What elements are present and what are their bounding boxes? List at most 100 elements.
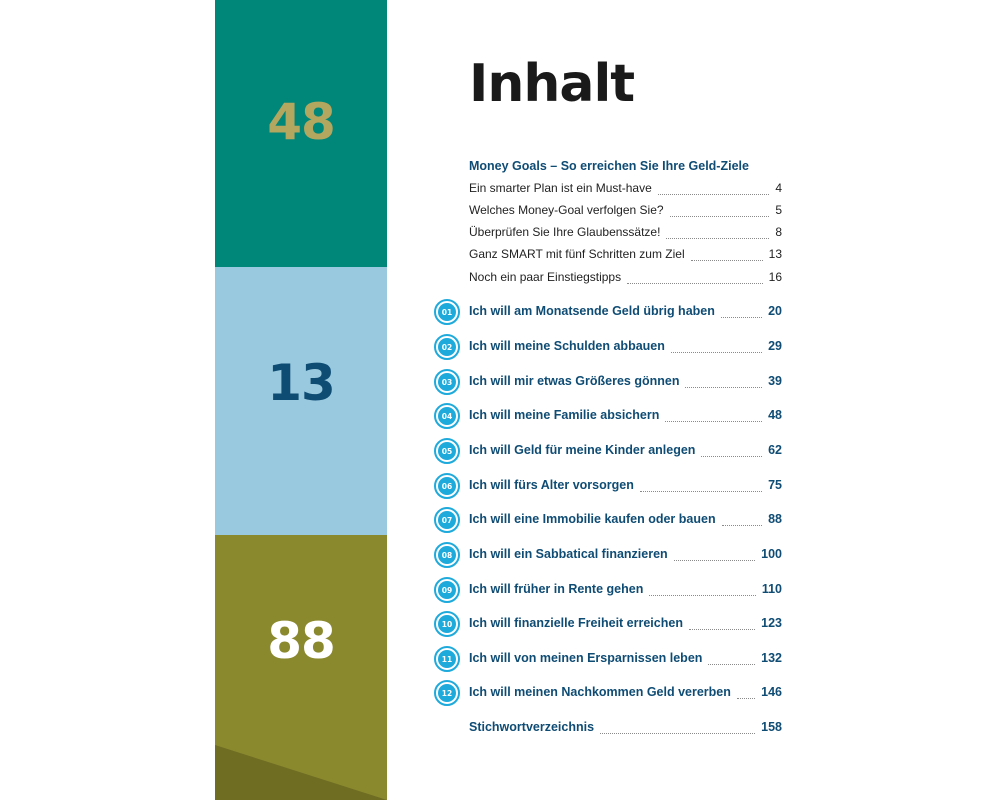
chapter-number-badge: 05 <box>434 438 460 464</box>
chapter-page: 20 <box>768 304 782 318</box>
toc-entry-label: Welches Money-Goal verfolgen Sie? <box>469 203 664 217</box>
sidebar-number-3: 88 <box>267 611 336 670</box>
chapter-page: 75 <box>768 478 782 492</box>
chapter-number: 02 <box>438 338 456 356</box>
chapter-row[interactable]: Ich will früher in Rente gehen 110 <box>469 582 782 600</box>
chapter-row[interactable]: Ich will eine Immobilie kaufen oder baue… <box>469 512 782 530</box>
leader-dots <box>685 387 763 388</box>
chapter-number-badge: 10 <box>434 611 460 637</box>
chapter-number-badge: 12 <box>434 680 460 706</box>
chapter-page: 110 <box>761 582 782 596</box>
chapter-page: 29 <box>768 339 782 353</box>
chapter-number: 07 <box>438 511 456 529</box>
chapter-row[interactable]: Ich will meinen Nachkommen Geld vererben… <box>469 685 782 703</box>
index-page: 158 <box>761 720 782 734</box>
chapter-page: 100 <box>761 547 782 561</box>
chapter-number-badge: 08 <box>434 542 460 568</box>
toc-entry-label: Ein smarter Plan ist ein Must-have <box>469 181 652 195</box>
toc-entry[interactable]: Überprüfen Sie Ihre Glaubenssätze! 8 <box>469 225 782 243</box>
chapter-number-badge: 01 <box>434 299 460 325</box>
leader-dots <box>600 733 756 734</box>
chapter-page: 146 <box>761 685 782 699</box>
chapter-number: 08 <box>438 546 456 564</box>
chapter-number: 09 <box>438 581 456 599</box>
toc-entry[interactable]: Ganz SMART mit fünf Schritten zum Ziel 1… <box>469 247 782 265</box>
toc-entry-page: 13 <box>768 247 782 261</box>
sidebar-block-light-blue: 13 <box>215 267 387 535</box>
chapter-row[interactable]: Ich will meine Familie absichern 48 <box>469 408 782 426</box>
chapter-title: Ich will meinen Nachkommen Geld vererben <box>469 685 731 699</box>
chapter-row[interactable]: Ich will Geld für meine Kinder anlegen 6… <box>469 443 782 461</box>
chapter-number-badge: 09 <box>434 577 460 603</box>
sidebar-number-1: 48 <box>267 93 336 151</box>
chapter-row[interactable]: Ich will fürs Alter vorsorgen 75 <box>469 478 782 496</box>
chapter-number-badge: 04 <box>434 403 460 429</box>
chapter-title: Ich will ein Sabbatical finanzieren <box>469 547 668 561</box>
chapter-number: 10 <box>438 615 456 633</box>
chapter-title: Ich will Geld für meine Kinder anlegen <box>469 443 696 457</box>
chapter-title: Ich will mir etwas Größeres gönnen <box>469 374 680 388</box>
toc-entry-label: Noch ein paar Einstiegstipps <box>469 270 622 284</box>
chapter-page: 132 <box>761 651 782 665</box>
olive-shadow-shape <box>215 745 387 800</box>
chapter-number: 03 <box>438 373 456 391</box>
color-sidebar: 48 13 88 <box>215 0 387 800</box>
chapter-number-badge: 11 <box>434 646 460 672</box>
leader-dots <box>720 317 763 318</box>
leader-dots <box>666 238 770 239</box>
leader-dots <box>688 629 756 630</box>
leader-dots <box>649 595 756 596</box>
leader-dots <box>721 525 763 526</box>
chapter-title: Ich will meine Schulden abbauen <box>469 339 665 353</box>
toc-entry-page: 16 <box>768 270 782 284</box>
chapter-page: 62 <box>768 443 782 457</box>
leader-dots <box>690 260 763 261</box>
leader-dots <box>708 664 756 665</box>
toc-entry-page: 4 <box>775 181 782 195</box>
chapter-title: Ich will früher in Rente gehen <box>469 582 644 596</box>
leader-dots <box>736 698 756 699</box>
index-title: Stichwortverzeichnis <box>469 720 595 734</box>
leader-dots <box>673 560 756 561</box>
toc-entry-page: 5 <box>775 203 782 217</box>
toc-entry[interactable]: Noch ein paar Einstiegstipps 16 <box>469 270 782 288</box>
chapter-number: 01 <box>438 303 456 321</box>
chapter-number: 12 <box>438 684 456 702</box>
chapter-page: 48 <box>768 408 782 422</box>
chapter-number: 06 <box>438 477 456 495</box>
chapter-row[interactable]: Ich will meine Schulden abbauen 29 <box>469 339 782 357</box>
leader-dots <box>627 283 763 284</box>
leader-dots <box>665 421 763 422</box>
sidebar-block-olive: 88 <box>215 535 387 800</box>
sidebar-block-teal: 48 <box>215 0 387 267</box>
chapter-row[interactable]: Ich will von meinen Ersparnissen leben 1… <box>469 651 782 669</box>
toc-entry[interactable]: Ein smarter Plan ist ein Must-have 4 <box>469 181 782 199</box>
chapter-row[interactable]: Ich will mir etwas Größeres gönnen 39 <box>469 374 782 392</box>
toc-entry[interactable]: Welches Money-Goal verfolgen Sie? 5 <box>469 203 782 221</box>
sidebar-number-2: 13 <box>267 353 336 412</box>
chapter-number: 04 <box>438 407 456 425</box>
chapter-title: Ich will eine Immobilie kaufen oder baue… <box>469 512 716 526</box>
chapter-page: 88 <box>768 512 782 526</box>
chapter-row[interactable]: Ich will am Monatsende Geld übrig haben … <box>469 304 782 322</box>
chapter-title: Ich will meine Familie absichern <box>469 408 660 422</box>
toc-entry-page: 8 <box>775 225 782 239</box>
chapter-title: Ich will finanzielle Freiheit erreichen <box>469 616 683 630</box>
leader-dots <box>657 194 770 195</box>
chapter-number-badge: 07 <box>434 507 460 533</box>
index-row[interactable]: Stichwortverzeichnis 158 <box>469 720 782 738</box>
chapter-row[interactable]: Ich will finanzielle Freiheit erreichen … <box>469 616 782 634</box>
intro-heading: Money Goals – So erreichen Sie Ihre Geld… <box>469 159 749 173</box>
chapter-number-badge: 03 <box>434 369 460 395</box>
chapter-row[interactable]: Ich will ein Sabbatical finanzieren 100 <box>469 547 782 565</box>
leader-dots <box>701 456 763 457</box>
chapter-page: 123 <box>761 616 782 630</box>
chapter-number: 11 <box>438 650 456 668</box>
chapter-page: 39 <box>768 374 782 388</box>
leader-dots <box>670 352 763 353</box>
page-title: Inhalt <box>469 54 635 114</box>
leader-dots <box>639 491 763 492</box>
leader-dots <box>669 216 770 217</box>
chapter-number-badge: 06 <box>434 473 460 499</box>
chapter-title: Ich will am Monatsende Geld übrig haben <box>469 304 715 318</box>
